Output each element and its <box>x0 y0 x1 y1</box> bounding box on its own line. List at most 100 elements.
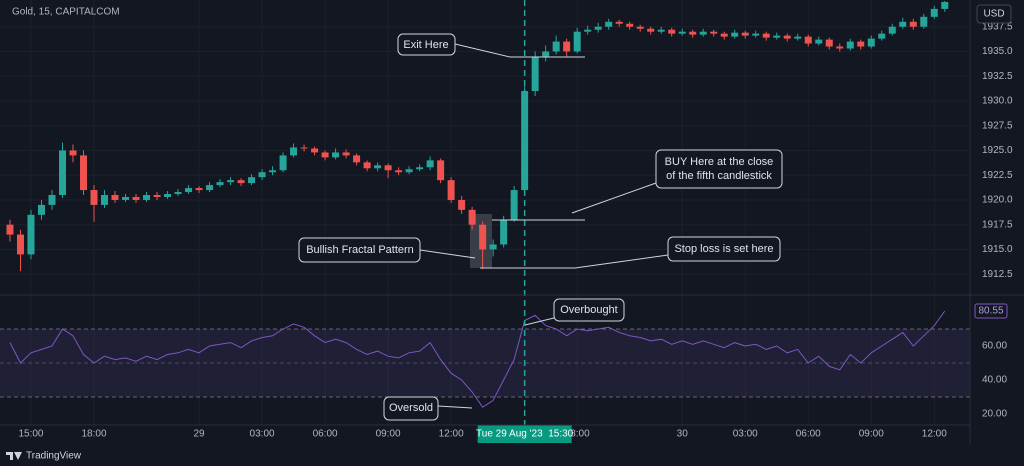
candle-body <box>741 32 749 36</box>
footer <box>0 446 1024 466</box>
candle-body <box>899 21 907 27</box>
x-tick-label: 30 <box>677 429 689 440</box>
pointer <box>574 254 669 269</box>
candle-body <box>762 33 770 38</box>
candle-body <box>185 188 193 193</box>
last-value-tag <box>974 303 1008 319</box>
candle-body <box>132 196 140 200</box>
candle-body <box>153 195 161 197</box>
annotation: Overbought <box>560 304 617 316</box>
candle-body <box>122 196 130 200</box>
candle-body <box>458 199 466 210</box>
candle-body <box>6 224 14 235</box>
candle-body <box>626 23 634 27</box>
candle-body <box>374 165 382 169</box>
candle-body <box>90 190 98 205</box>
x-tick-label: 18:00 <box>81 429 106 440</box>
candle-body <box>930 8 938 17</box>
callout <box>397 33 456 56</box>
last-value-label: 80.55 <box>978 306 1003 317</box>
candle-body <box>101 195 109 205</box>
brand: TradingView <box>26 451 82 462</box>
candle-body <box>647 28 655 32</box>
candle-body <box>500 219 508 245</box>
candle-body <box>258 172 266 178</box>
candle-body <box>615 21 623 24</box>
candle-body <box>909 21 917 27</box>
candle-body <box>731 32 739 37</box>
candle-body <box>489 244 497 250</box>
x-tick-label: 09:00 <box>859 429 884 440</box>
candle-body <box>563 41 571 52</box>
candle-body <box>888 26 896 34</box>
candle-body <box>143 195 151 200</box>
candle-body <box>783 35 791 39</box>
candle-body <box>16 234 24 255</box>
callout <box>298 237 421 263</box>
y-tick-label: 1927.5 <box>982 120 1013 131</box>
candle-body <box>405 169 413 173</box>
candle-body <box>678 31 686 34</box>
candle-body <box>836 46 844 49</box>
rsi-line <box>9 310 946 408</box>
candle-body <box>794 36 802 39</box>
candle-body <box>237 180 245 184</box>
candle-body <box>58 150 66 196</box>
y-tick-label: 1930.0 <box>982 96 1013 107</box>
candle-body <box>216 182 224 186</box>
currency[interactable]: USD <box>983 9 1004 20</box>
annotation: Stop loss is set here <box>674 243 773 255</box>
candle-body <box>363 162 371 169</box>
crosshair-label: Tue 29 Aug '23 15:30 <box>476 429 574 440</box>
x-tick-label: 12:00 <box>922 429 947 440</box>
candle-body <box>668 29 676 34</box>
candle-body <box>321 152 329 158</box>
candle-body <box>531 56 539 92</box>
candle-body <box>279 155 287 171</box>
annotation: of the fifth candlestick <box>666 170 772 182</box>
candle-body <box>804 36 812 44</box>
y-tick-label: 1922.5 <box>982 170 1013 181</box>
y-tick-label: 1935.0 <box>982 46 1013 57</box>
currency-button[interactable] <box>976 4 1012 24</box>
x-tick-label: 15:00 <box>18 429 43 440</box>
annotation: Oversold <box>389 402 433 414</box>
candle-body <box>815 39 823 44</box>
annotations: Exit Here BUY Here at the close of the f… <box>298 33 783 421</box>
candle-body <box>311 148 319 153</box>
candle-body <box>468 209 476 225</box>
candle-body <box>657 29 665 32</box>
candle-body <box>920 16 928 27</box>
x-tick-label: 29 <box>193 429 205 440</box>
candle-body <box>248 177 256 184</box>
callout <box>383 396 439 421</box>
candle-body <box>636 26 644 29</box>
candle-body <box>689 31 697 35</box>
candle-body <box>269 170 277 173</box>
candle-body <box>941 1 949 9</box>
candle-body <box>300 147 308 149</box>
callout <box>655 149 783 189</box>
candle-body <box>552 41 560 52</box>
y-tick-label: 20.00 <box>982 409 1007 420</box>
candle-body <box>867 38 875 47</box>
candle-body <box>846 41 854 49</box>
candle-body <box>699 31 707 35</box>
candle-body <box>395 170 403 173</box>
y-tick-label: 60.00 <box>982 341 1007 352</box>
candle-body <box>878 33 886 39</box>
candle-body <box>174 192 182 195</box>
candle-body <box>437 160 445 181</box>
candle-body <box>195 188 203 191</box>
candle-body <box>37 204 45 215</box>
candle-body <box>69 150 77 156</box>
candle-body <box>542 51 550 57</box>
candle-body <box>594 26 602 30</box>
candle-body <box>48 195 56 205</box>
candle-body <box>752 33 760 36</box>
candle-body <box>353 155 361 163</box>
y-tick-label: 1912.5 <box>982 269 1013 280</box>
candle-body <box>479 224 487 250</box>
